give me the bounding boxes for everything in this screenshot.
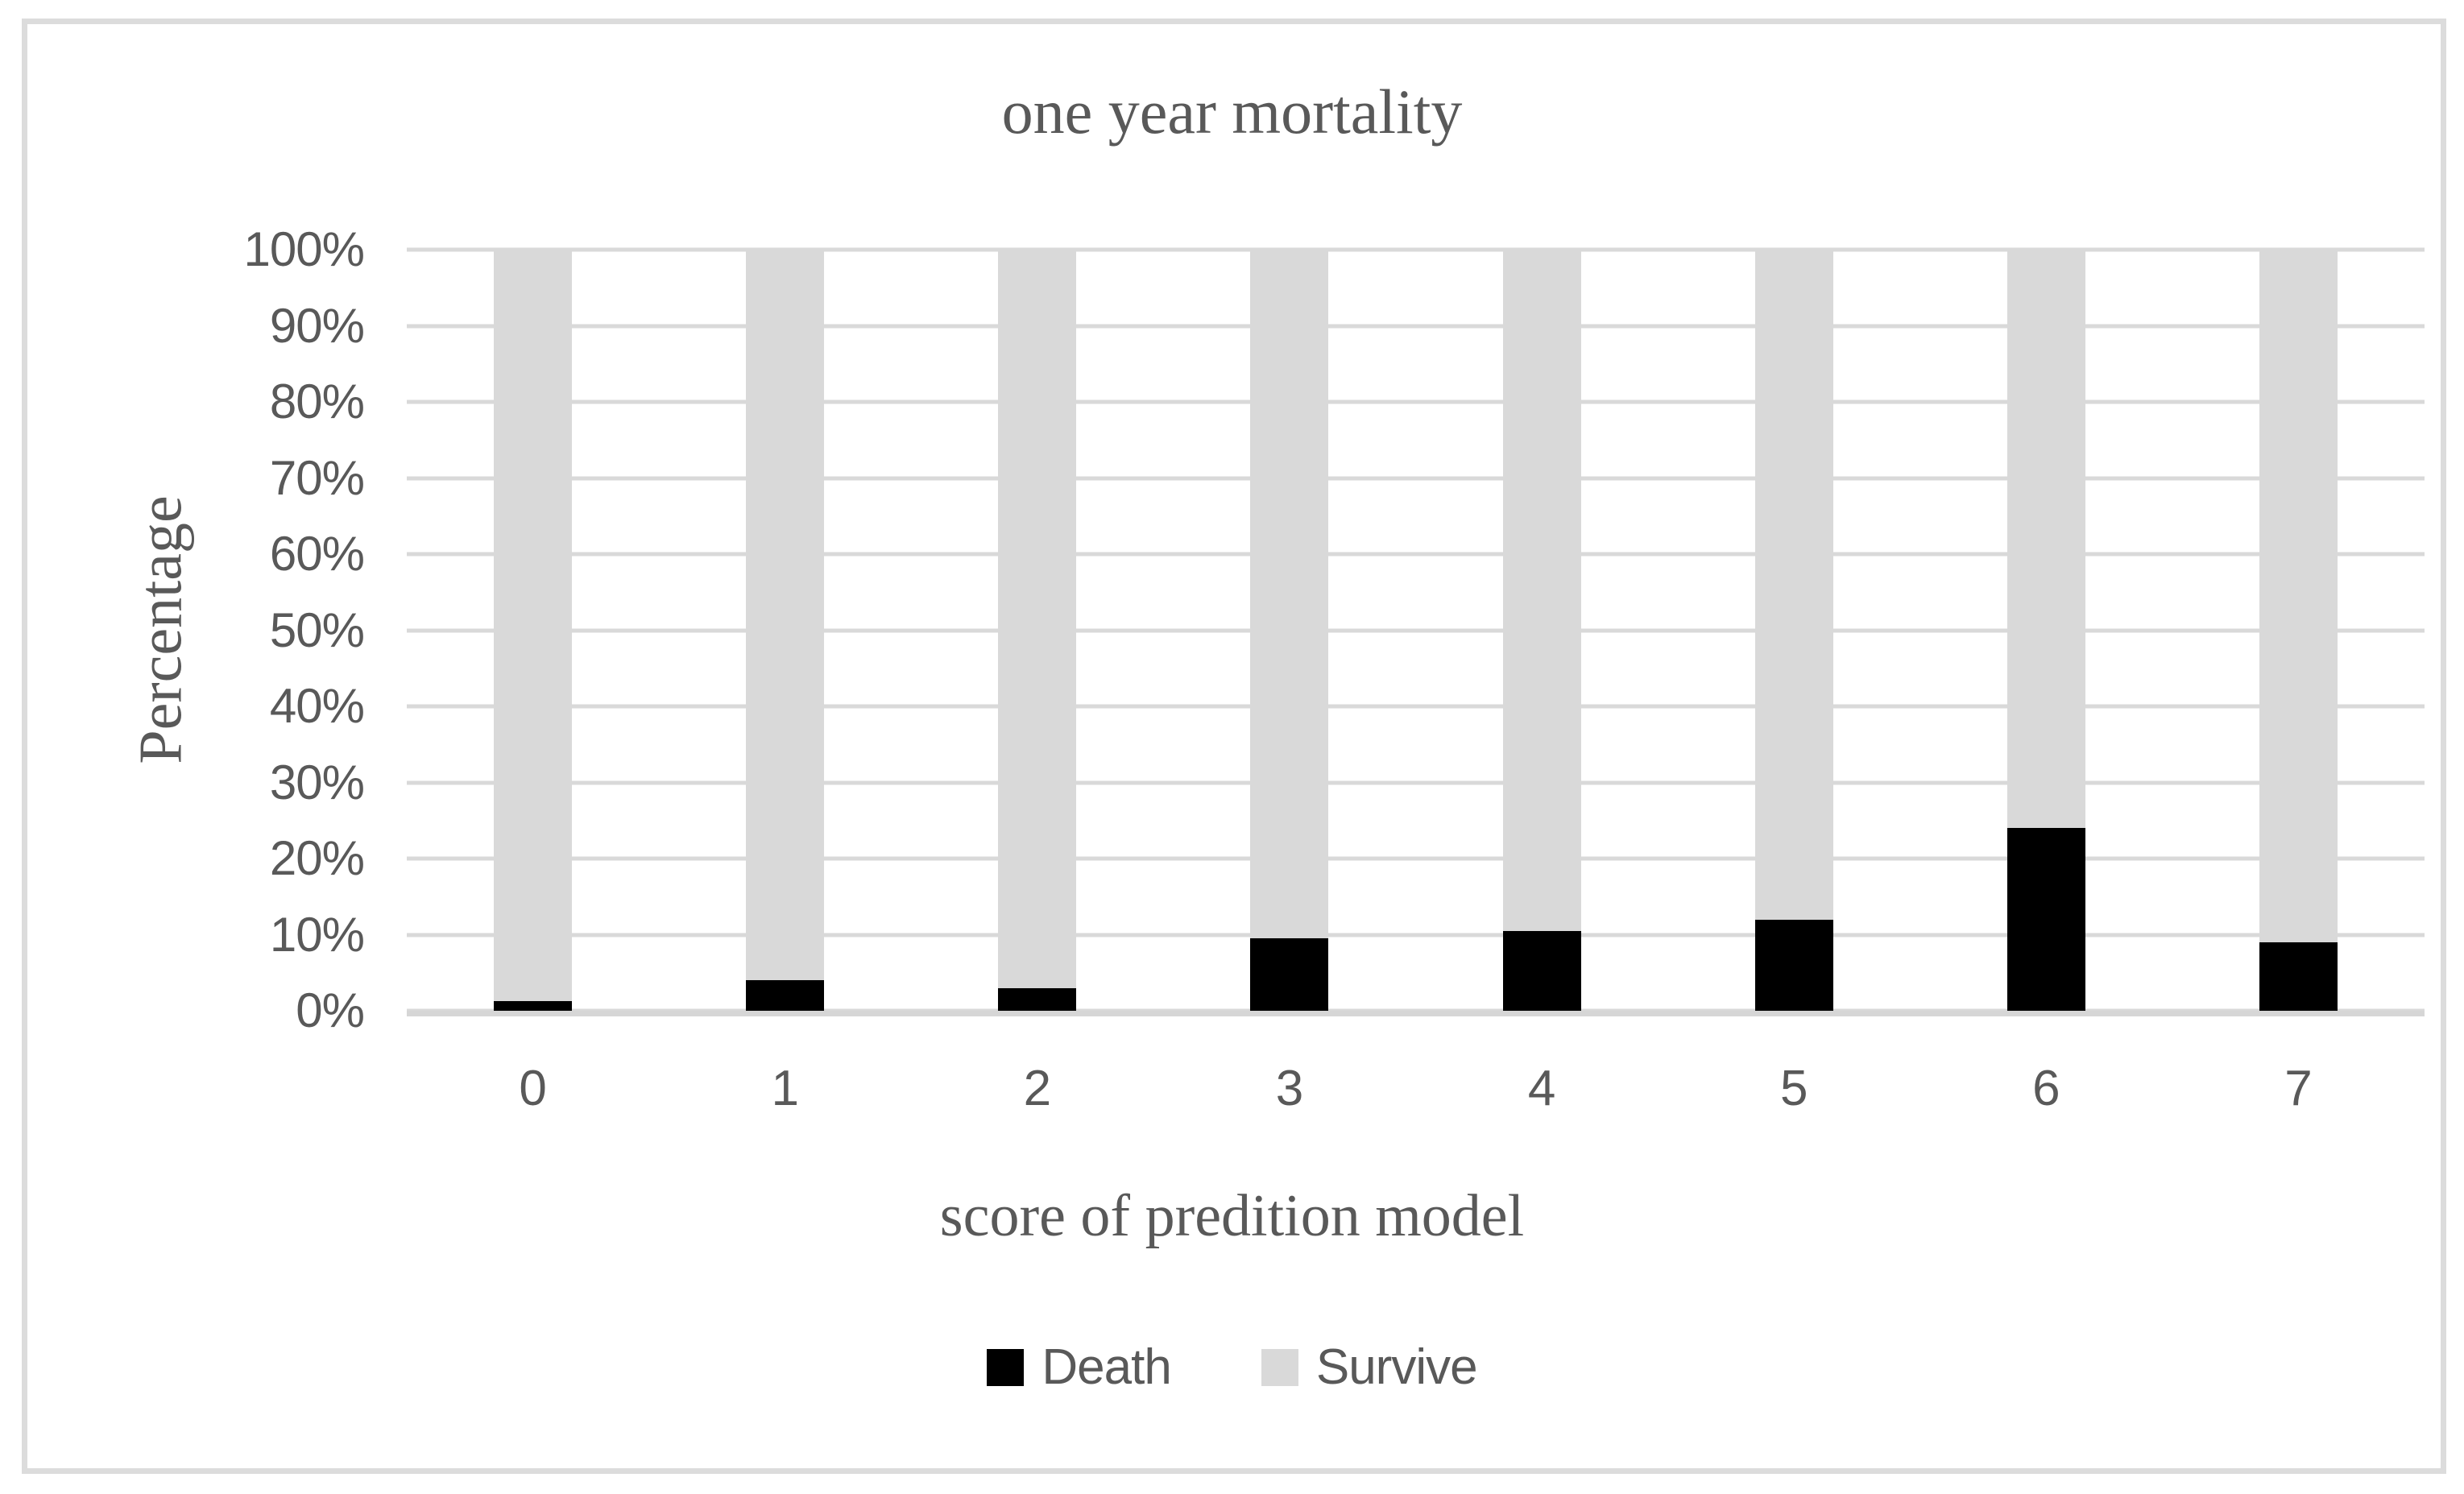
x-tick-label-4: 4 [1527,1061,1556,1116]
legend-label-survive: Survive [1315,1339,1478,1395]
gridline-100% [407,247,2425,252]
y-tick-label-60%: 60% [269,527,365,581]
chart-title: one year mortality [1001,77,1463,147]
bar-death-score-6 [2006,828,2085,1011]
legend-label-death: Death [1042,1339,1171,1395]
x-axis-line [407,1011,2425,1016]
gridline-60% [407,552,2425,557]
bar-survive-score-6 [2006,250,2085,829]
gridline-20% [407,856,2425,861]
gridline-40% [407,704,2425,709]
bar-survive-score-2 [998,250,1077,988]
y-tick-label-40%: 40% [269,679,365,733]
x-axis-title: score of predition model [939,1183,1525,1249]
x-tick-label-0: 0 [519,1061,547,1116]
x-tick-label-7: 7 [2284,1061,2313,1116]
y-tick-label-0%: 0% [296,983,365,1037]
plot-area [407,247,2425,1016]
x-tick-label-5: 5 [1779,1061,1808,1116]
bar-death-score-7 [2259,942,2338,1011]
bar-survive-score-3 [1250,250,1329,939]
bar-death-score-4 [1502,930,1581,1011]
legend-item-survive: Survive [1261,1339,1478,1396]
gridline-80% [407,399,2425,404]
x-tick-label-3: 3 [1275,1061,1304,1116]
y-tick-label-50%: 50% [269,602,365,657]
bar-death-score-1 [746,980,825,1011]
figure-border [22,19,2446,1474]
gridline-70% [407,476,2425,480]
bar-death-score-2 [998,987,1077,1011]
bar-death-score-0 [494,1000,573,1011]
legend-item-death: Death [987,1339,1172,1396]
y-tick-label-90%: 90% [269,298,365,353]
bar-death-score-5 [1754,919,1833,1011]
legend: Death Survive [0,1339,2464,1396]
legend-swatch-survive [1261,1348,1298,1386]
bar-survive-score-0 [494,250,573,1001]
gridline-10% [407,933,2425,937]
x-tick-label-1: 1 [771,1061,799,1116]
bar-death-score-3 [1250,938,1329,1011]
y-tick-label-70%: 70% [269,450,365,505]
gridline-90% [407,324,2425,328]
bar-survive-score-7 [2259,250,2338,942]
x-tick-label-6: 6 [2032,1061,2060,1116]
y-tick-label-20%: 20% [269,831,365,885]
y-tick-label-10%: 10% [269,907,365,962]
y-tick-label-30%: 30% [269,755,365,809]
legend-swatch-death [987,1348,1025,1386]
bar-survive-score-5 [1754,250,1833,920]
gridline-30% [407,780,2425,784]
gridline-50% [407,628,2425,632]
y-tick-label-100%: 100% [243,222,365,276]
x-tick-label-2: 2 [1023,1061,1052,1116]
bar-survive-score-4 [1502,250,1581,931]
bar-survive-score-1 [746,250,825,981]
y-tick-label-80%: 80% [269,375,365,428]
